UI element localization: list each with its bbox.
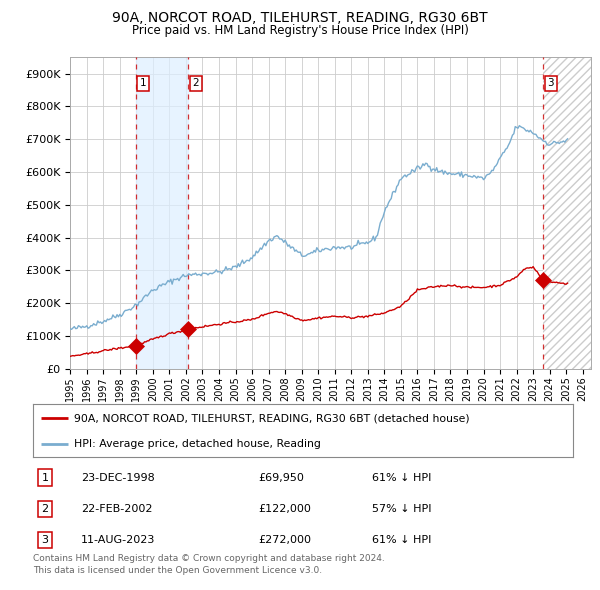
- Bar: [136, 57, 188, 369]
- Text: 1: 1: [140, 78, 146, 88]
- Text: 22-FEB-2002: 22-FEB-2002: [81, 504, 152, 514]
- Text: Contains HM Land Registry data © Crown copyright and database right 2024.: Contains HM Land Registry data © Crown c…: [33, 555, 385, 563]
- Text: £272,000: £272,000: [258, 535, 311, 545]
- Text: This data is licensed under the Open Government Licence v3.0.: This data is licensed under the Open Gov…: [33, 566, 322, 575]
- Bar: [543, 57, 591, 369]
- Text: 61% ↓ HPI: 61% ↓ HPI: [372, 473, 431, 483]
- Text: Price paid vs. HM Land Registry's House Price Index (HPI): Price paid vs. HM Land Registry's House …: [131, 24, 469, 37]
- Text: 1: 1: [41, 473, 49, 483]
- Text: 90A, NORCOT ROAD, TILEHURST, READING, RG30 6BT: 90A, NORCOT ROAD, TILEHURST, READING, RG…: [112, 11, 488, 25]
- Text: 3: 3: [41, 535, 49, 545]
- Text: 23-DEC-1998: 23-DEC-1998: [81, 473, 155, 483]
- Text: £69,950: £69,950: [258, 473, 304, 483]
- Text: 90A, NORCOT ROAD, TILEHURST, READING, RG30 6BT (detached house): 90A, NORCOT ROAD, TILEHURST, READING, RG…: [74, 414, 469, 424]
- Text: 3: 3: [547, 78, 554, 88]
- Text: 61% ↓ HPI: 61% ↓ HPI: [372, 535, 431, 545]
- Text: 57% ↓ HPI: 57% ↓ HPI: [372, 504, 431, 514]
- Text: 11-AUG-2023: 11-AUG-2023: [81, 535, 155, 545]
- Text: 2: 2: [193, 78, 199, 88]
- Text: 2: 2: [41, 504, 49, 514]
- Text: £122,000: £122,000: [258, 504, 311, 514]
- Text: HPI: Average price, detached house, Reading: HPI: Average price, detached house, Read…: [74, 439, 320, 449]
